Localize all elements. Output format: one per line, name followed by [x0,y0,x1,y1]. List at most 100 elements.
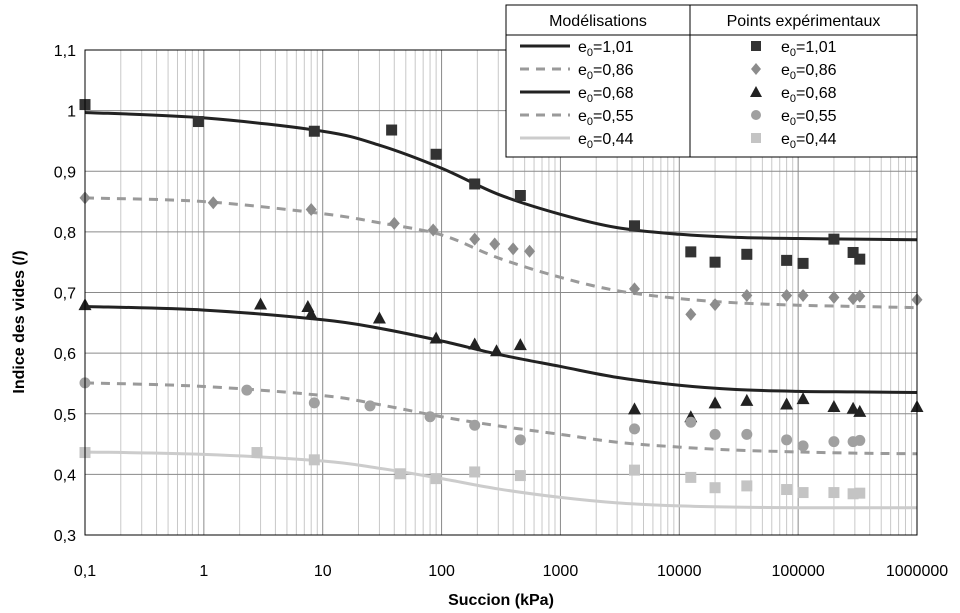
y-tick-label: 0,4 [54,467,76,484]
square-marker [430,473,442,485]
circle-marker [854,434,866,446]
square-marker [741,480,753,492]
legend: Modélisations Points expérimentaux e0=1,01… [505,4,918,158]
triangle-marker [708,396,722,409]
y-tick-label: 0,5 [54,407,76,424]
circle-marker [709,428,721,440]
square-marker [629,464,641,476]
circle-marker [364,400,376,412]
square-marker [469,466,481,478]
legend-points-label: e0=0,68 [781,85,837,105]
triangle-marker [827,399,841,412]
legend-models-header: Modélisations [549,13,647,30]
square-marker [709,482,721,494]
triangle-marker [254,297,268,310]
x-tick-label: 1000000 [886,563,948,580]
square-marker [741,248,753,260]
legend-model-label: e0=0,44 [578,131,634,151]
circle-marker [514,434,526,446]
square-marker [854,487,866,499]
square-marker [685,246,697,258]
square-marker [386,124,398,136]
square-marker [430,148,442,160]
y-tick-label: 1 [67,104,76,121]
diamond-marker [709,298,721,312]
square-marker [308,125,320,137]
square-marker [828,487,840,499]
diamond-marker [207,196,219,210]
y-tick-label: 0,3 [54,528,76,545]
circle-marker [424,411,436,423]
circle-marker [629,423,641,435]
diamond-marker [629,282,641,296]
triangle-marker [490,344,504,357]
x-axis-title: Succion (kPa) [448,592,554,609]
y-tick-label: 1,1 [54,43,76,60]
legend-points-label: e0=0,55 [781,108,837,128]
triangle-marker [513,338,527,351]
triangle-marker [628,402,642,415]
square-marker [308,454,320,466]
square-marker [709,256,721,268]
triangle-marker [796,392,810,405]
legend-points-header: Points expérimentaux [727,13,881,30]
y-tick-labels: 0,3 0,4 0,5 0,6 0,7 0,8 0,9 1 1,1 [54,43,76,545]
x-tick-label: 100 [428,563,455,580]
square-marker [251,447,263,459]
triangle-marker [304,307,318,320]
square-marker [394,468,406,480]
diamond-marker [489,237,501,251]
legend-model-label: e0=0,55 [578,108,634,128]
model-lines [84,110,918,510]
circle-marker [241,384,253,396]
y-axis-title: Indice des vides (/) [11,250,28,393]
square-marker [469,178,481,190]
model-line [84,196,918,310]
square-marker [828,233,840,245]
square-marker [685,471,697,483]
circle-marker [469,419,481,431]
circle-marker [685,416,697,428]
diamond-marker [469,232,481,246]
x-tick-label: 100000 [771,563,824,580]
model-line [84,381,918,456]
square-marker [629,220,641,232]
triangle-marker [750,86,762,97]
diamond-marker [524,244,536,258]
triangle-marker [846,401,860,414]
circle-marker [741,428,753,440]
data-markers [78,99,924,500]
diamond-marker [828,290,840,304]
square-marker [192,116,204,128]
triangle-marker [429,331,443,344]
x-tick-label: 1 [199,563,208,580]
square-marker [797,487,809,499]
triangle-marker [372,311,386,324]
x-tick-label: 10000 [657,563,702,580]
circle-marker [828,436,840,448]
diamond-marker [781,289,793,303]
square-marker [847,488,859,500]
y-tick-label: 0,9 [54,164,76,181]
y-tick-label: 0,6 [54,346,76,363]
diamond-marker [507,242,519,256]
triangle-marker [780,397,794,410]
y-tick-label: 0,8 [54,225,76,242]
legend-box [505,4,918,158]
x-tick-label: 10 [314,563,332,580]
diamond-marker [388,216,400,230]
triangle-marker [468,337,482,350]
square-marker [847,246,859,258]
diamond-marker [751,63,761,75]
square-marker [751,41,761,51]
legend-model-label: e0=1,01 [578,39,634,59]
square-marker [514,470,526,482]
square-marker [781,254,793,266]
diamond-marker [854,289,866,303]
x-tick-labels: 0,1 1 10 100 1000 10000 100000 1000000 [74,563,948,580]
diamond-marker [685,307,697,321]
plot-frame [84,49,918,536]
circle-marker [308,397,320,409]
legend-model-label: e0=0,86 [578,62,634,82]
model-line [84,450,917,510]
